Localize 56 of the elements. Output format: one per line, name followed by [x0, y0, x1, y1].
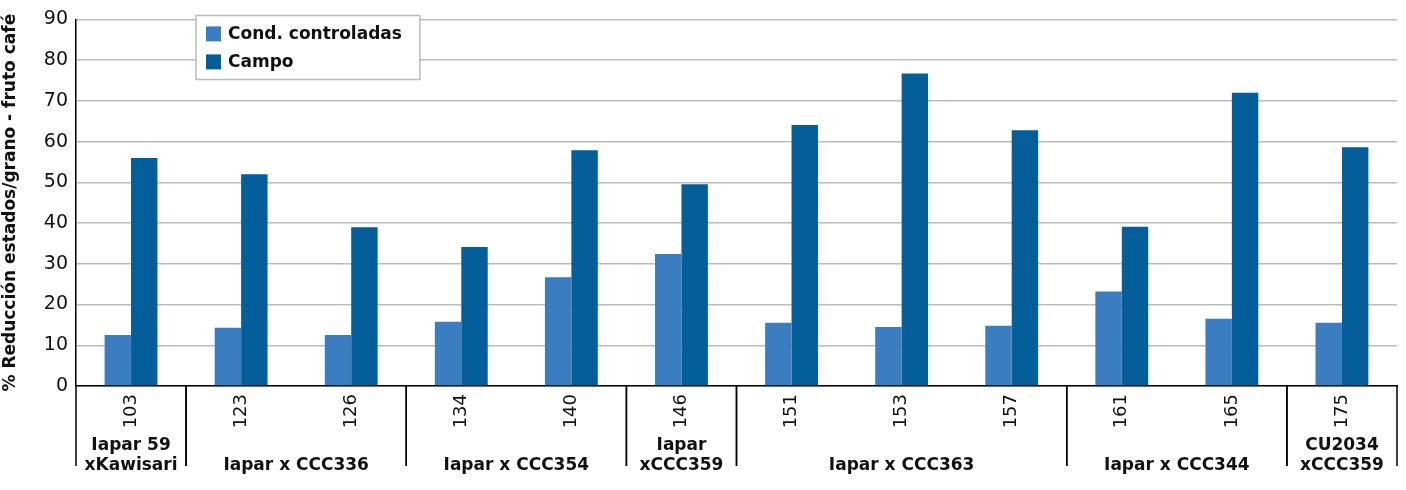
- text: Iapar x CCC336: [223, 454, 369, 475]
- bar: [1205, 318, 1232, 386]
- legend-label: Campo: [228, 50, 294, 71]
- text: Iapar x CCC344: [1104, 454, 1250, 475]
- text: Iapar xCCC359: [639, 434, 724, 475]
- bar: [1011, 130, 1039, 386]
- x-tick-label: 126: [338, 394, 360, 429]
- y-tick-label: 60: [43, 128, 68, 151]
- y-axis-title: % Reducción estados/grano - fruto café: [0, 13, 19, 392]
- y-tick-label: 50: [43, 169, 68, 192]
- y-tick-label: 20: [43, 291, 68, 314]
- bar: [985, 325, 1012, 386]
- x-tick-label: 123: [228, 394, 250, 429]
- y-tick-label: 70: [43, 87, 68, 110]
- bar: [901, 73, 929, 386]
- bar: [351, 227, 378, 386]
- y-tick-label: 80: [43, 47, 68, 70]
- bar: [875, 326, 902, 386]
- bar: [131, 157, 158, 386]
- text: Iapar 59 xKawisari: [84, 434, 178, 475]
- text: CU2034 xCCC359: [1300, 434, 1384, 475]
- bar: [544, 277, 572, 386]
- bar: [461, 247, 488, 386]
- bar: [1231, 92, 1259, 386]
- bar: [434, 321, 462, 386]
- bar: [241, 174, 268, 386]
- text: Iapar x CCC354: [443, 454, 590, 475]
- bar: [1121, 226, 1149, 386]
- bar: [1095, 291, 1122, 386]
- x-tick-label: 134: [448, 394, 470, 429]
- bar: [214, 327, 242, 386]
- x-tick-label: 165: [1219, 394, 1241, 429]
- x-tick-label: 140: [559, 394, 581, 429]
- x-tick-label: 103: [118, 394, 140, 429]
- y-tick-label: 90: [43, 6, 68, 29]
- bar: [571, 150, 598, 386]
- bar: [324, 335, 352, 386]
- y-tick-label: 30: [43, 250, 68, 273]
- legend-label: Cond. controladas: [228, 22, 402, 43]
- bar: [1315, 322, 1342, 386]
- x-tick-label: 153: [889, 394, 911, 429]
- bar: [655, 254, 682, 386]
- x-tick-label: 161: [1109, 394, 1131, 429]
- y-tick-label: 40: [43, 210, 68, 232]
- x-tick-label: 146: [669, 394, 691, 429]
- x-tick-label: 151: [779, 394, 801, 429]
- bar: [104, 335, 132, 386]
- bar: [765, 322, 792, 386]
- y-tick-label: 0: [55, 372, 68, 395]
- x-tick-label: 175: [1329, 394, 1351, 429]
- x-tick-label: 157: [999, 394, 1021, 429]
- bar: [1341, 147, 1369, 386]
- y-tick-label: 10: [43, 332, 68, 355]
- bar: [791, 124, 818, 386]
- text: Iapar x CCC363: [828, 454, 975, 475]
- bar: [681, 184, 708, 386]
